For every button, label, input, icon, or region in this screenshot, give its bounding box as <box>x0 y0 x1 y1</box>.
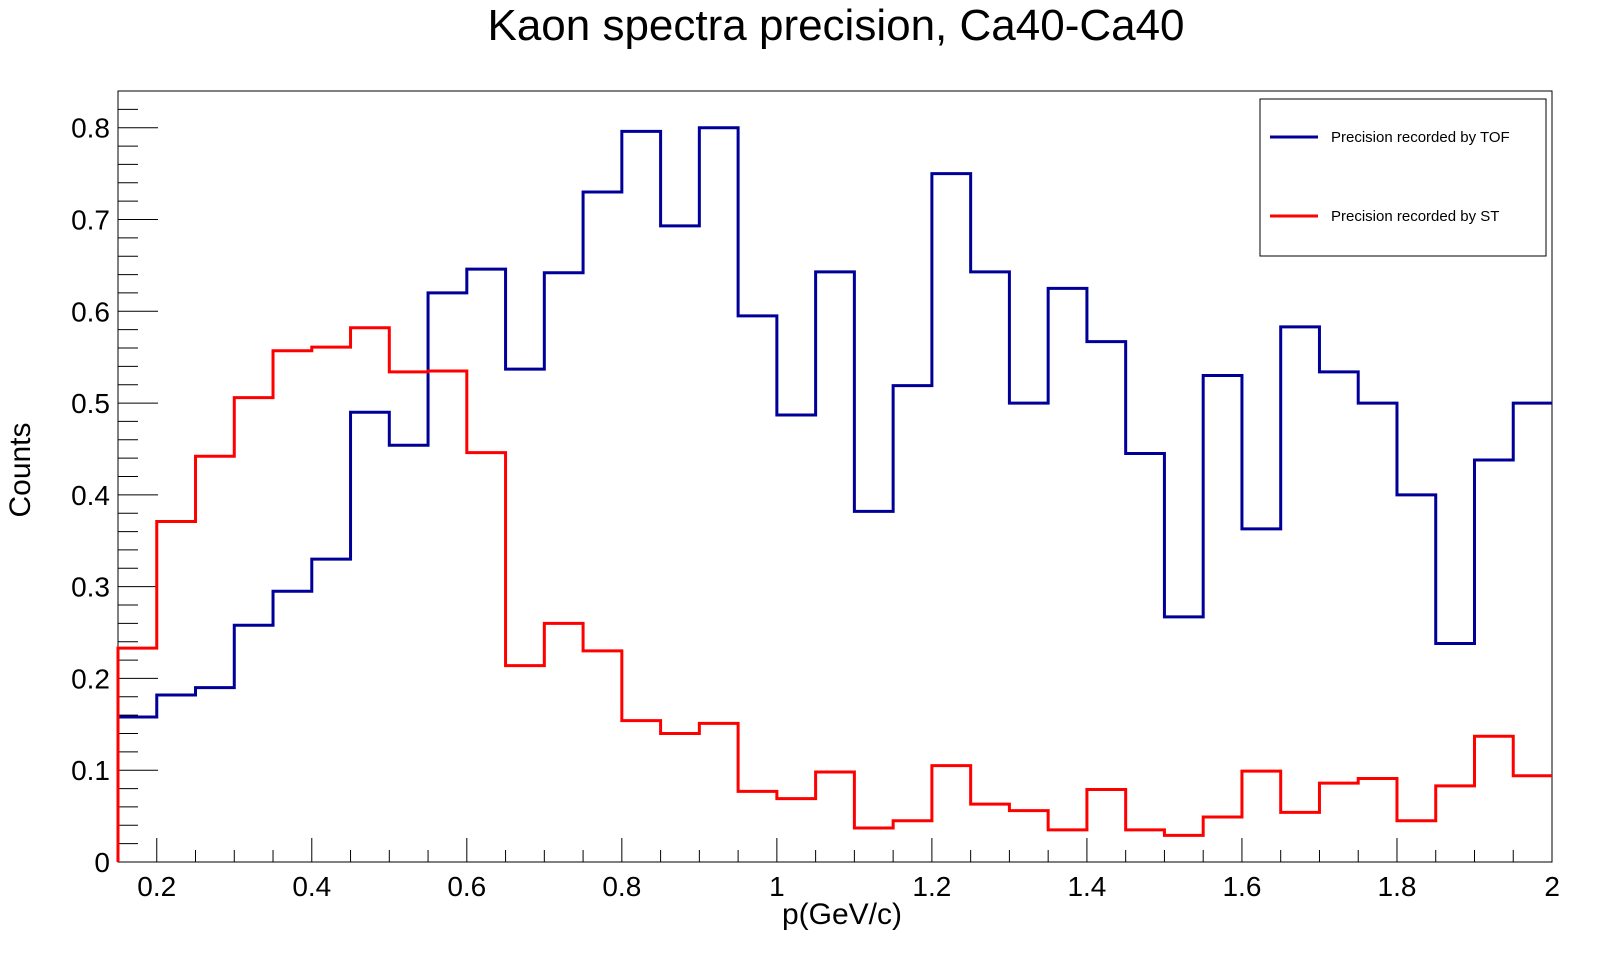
x-tick-label: 0.6 <box>447 871 486 902</box>
x-tick-label: 1.4 <box>1067 871 1106 902</box>
x-tick-label: 2 <box>1544 871 1560 902</box>
y-tick-label: 0.7 <box>71 205 110 236</box>
y-tick-label: 0.6 <box>71 296 110 327</box>
x-axis-label: p(GeV/c) <box>782 898 902 931</box>
chart-title: Kaon spectra precision, Ca40-Ca40 <box>487 1 1184 50</box>
minor-ticks <box>117 108 1514 862</box>
y-tick-label: 0.2 <box>71 663 110 694</box>
y-tick-label: 0.8 <box>71 113 110 144</box>
y-axis-ticks: 0 0.1 0.2 0.3 0.4 0.5 0.6 0.7 0.8 <box>71 113 158 878</box>
x-tick-label: 0.2 <box>137 871 176 902</box>
y-tick-label: 0 <box>94 847 110 878</box>
series-st-step-line <box>116 326 1552 862</box>
legend-label-tof: Precision recorded by TOF <box>1331 129 1510 146</box>
y-axis-label: Counts <box>4 422 37 517</box>
legend: Precision recorded by TOF Precision reco… <box>1259 98 1547 257</box>
x-tick-label: 1.2 <box>912 871 951 902</box>
legend-box <box>1259 98 1547 257</box>
x-tick-label: 1 <box>769 871 785 902</box>
x-tick-label: 0.4 <box>292 871 331 902</box>
x-tick-label: 0.8 <box>602 871 641 902</box>
x-tick-label: 1.6 <box>1222 871 1261 902</box>
y-tick-label: 0.4 <box>71 480 110 511</box>
x-axis-ticks: 0.2 0.4 0.6 0.8 1 1.2 1.4 1.6 1.8 2 <box>137 838 1560 902</box>
series-tof-step-line <box>116 126 1552 862</box>
y-tick-label: 0.3 <box>71 572 110 603</box>
y-tick-label: 0.5 <box>71 388 110 419</box>
legend-label-st: Precision recorded by ST <box>1331 208 1499 225</box>
x-tick-label: 1.8 <box>1378 871 1417 902</box>
series-layer <box>116 126 1552 862</box>
y-tick-label: 0.1 <box>71 755 110 786</box>
